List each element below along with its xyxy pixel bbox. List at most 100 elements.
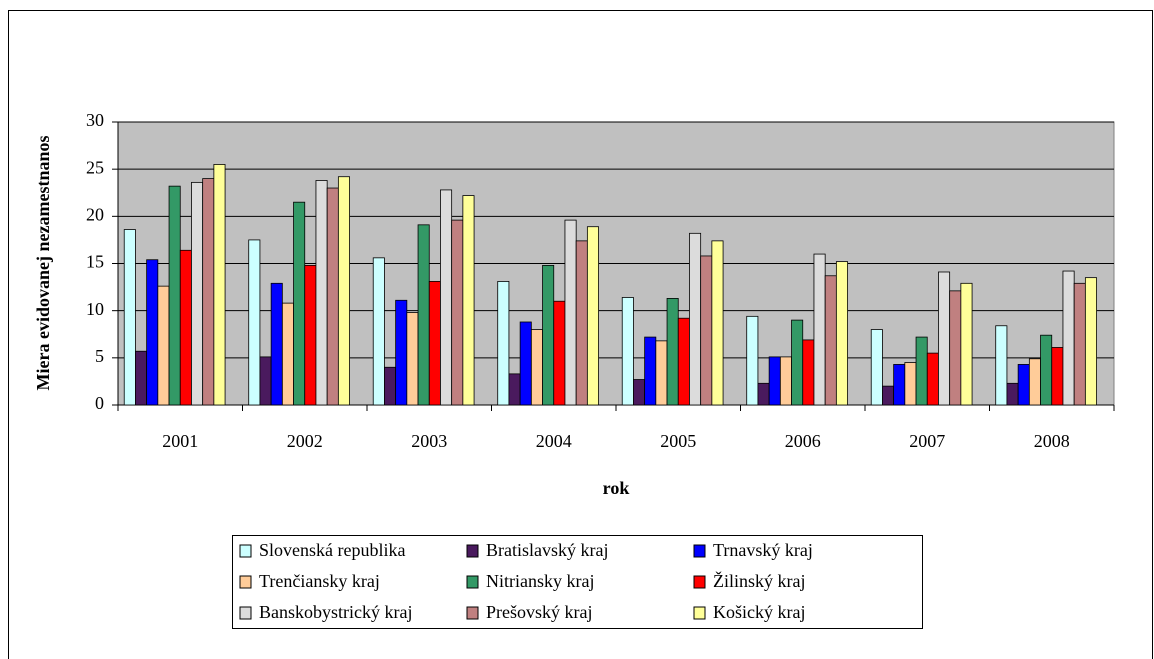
bar bbox=[1028, 358, 1041, 406]
bar bbox=[315, 180, 328, 406]
bar bbox=[768, 356, 781, 406]
bar bbox=[904, 362, 917, 406]
legend-label: Slovenská republika bbox=[259, 540, 405, 560]
bar bbox=[530, 329, 543, 406]
legend-swatch bbox=[466, 575, 479, 589]
bar bbox=[813, 253, 826, 406]
bar bbox=[711, 240, 724, 406]
bar bbox=[1051, 347, 1064, 406]
y-axis-label: Miera evidovanej nezamestnanos bbox=[33, 136, 53, 391]
legend-label: Nitriansky kraj bbox=[486, 571, 594, 591]
bar bbox=[1073, 282, 1086, 406]
legend-box bbox=[232, 535, 923, 629]
bar bbox=[451, 219, 464, 406]
legend-swatch bbox=[239, 544, 252, 558]
bar bbox=[428, 281, 441, 406]
bar bbox=[270, 282, 283, 406]
y-tick-label: 5 bbox=[95, 346, 104, 366]
x-tick-label: 2006 bbox=[785, 431, 821, 451]
bar bbox=[893, 364, 906, 406]
x-axis-label: rok bbox=[603, 478, 630, 498]
bar bbox=[926, 352, 939, 406]
legend-swatch bbox=[239, 606, 252, 620]
bar bbox=[757, 382, 770, 406]
bar bbox=[202, 178, 215, 406]
bar bbox=[146, 259, 159, 406]
bar bbox=[644, 336, 657, 406]
legend-label: Bratislavský kraj bbox=[486, 540, 608, 560]
legend-label: Prešovský kraj bbox=[486, 602, 593, 622]
bar bbox=[1084, 277, 1097, 406]
bar bbox=[384, 366, 397, 406]
x-tick-label: 2007 bbox=[909, 431, 945, 451]
bar bbox=[135, 350, 148, 406]
y-tick-label: 15 bbox=[86, 252, 104, 272]
bar bbox=[281, 302, 294, 406]
bar bbox=[440, 189, 453, 406]
bar bbox=[417, 224, 430, 406]
bar bbox=[157, 285, 170, 406]
bar bbox=[123, 229, 136, 406]
y-tick-label: 10 bbox=[86, 299, 104, 319]
bar bbox=[882, 385, 895, 406]
bar bbox=[586, 226, 599, 406]
bar bbox=[259, 356, 272, 406]
legend-swatch bbox=[239, 575, 252, 589]
legend-swatch bbox=[693, 575, 706, 589]
bar bbox=[575, 240, 588, 406]
bar bbox=[248, 239, 261, 406]
bar bbox=[779, 356, 792, 406]
bar bbox=[666, 298, 679, 406]
bar bbox=[655, 340, 668, 406]
bar bbox=[1040, 334, 1053, 406]
bar bbox=[746, 315, 759, 406]
x-tick-label: 2005 bbox=[660, 431, 696, 451]
bar bbox=[677, 317, 690, 406]
bar bbox=[406, 312, 419, 406]
bar bbox=[179, 249, 192, 406]
legend-label: Banskobystrický kraj bbox=[259, 602, 412, 622]
bar bbox=[870, 329, 883, 406]
bar bbox=[915, 336, 928, 406]
bar bbox=[824, 275, 837, 406]
bar bbox=[337, 176, 350, 406]
bar bbox=[938, 271, 951, 406]
y-tick-label: 30 bbox=[86, 110, 104, 130]
legend-label: Košický kraj bbox=[713, 602, 805, 622]
y-tick-label: 0 bbox=[95, 393, 104, 413]
bar bbox=[633, 379, 646, 406]
legend-label: Trenčiansky kraj bbox=[259, 571, 380, 591]
x-tick-label: 2004 bbox=[536, 431, 572, 451]
y-tick-label: 20 bbox=[86, 204, 104, 224]
bar bbox=[621, 297, 634, 406]
bar bbox=[960, 282, 973, 406]
bar bbox=[1062, 270, 1075, 406]
bar bbox=[1006, 382, 1019, 406]
x-tick-label: 2008 bbox=[1034, 431, 1070, 451]
legend-swatch bbox=[693, 544, 706, 558]
bar bbox=[213, 164, 226, 406]
bar bbox=[995, 325, 1008, 406]
bar bbox=[553, 300, 566, 406]
bar bbox=[700, 255, 713, 406]
bar bbox=[1017, 364, 1030, 406]
bar bbox=[497, 281, 510, 406]
x-tick-label: 2003 bbox=[411, 431, 447, 451]
x-tick-label: 2002 bbox=[287, 431, 323, 451]
bar bbox=[168, 185, 181, 406]
bar bbox=[542, 264, 555, 406]
bar bbox=[293, 201, 306, 406]
legend-label: Žilinský kraj bbox=[713, 570, 806, 591]
legend-swatch bbox=[466, 544, 479, 558]
bar bbox=[689, 232, 702, 406]
bar bbox=[462, 195, 475, 406]
bar bbox=[326, 187, 339, 406]
bar bbox=[802, 339, 815, 406]
bar bbox=[304, 264, 317, 406]
legend-swatch bbox=[466, 606, 479, 620]
legend-swatch bbox=[693, 606, 706, 620]
bar bbox=[395, 299, 408, 406]
bar bbox=[835, 261, 848, 406]
bar bbox=[372, 257, 385, 406]
